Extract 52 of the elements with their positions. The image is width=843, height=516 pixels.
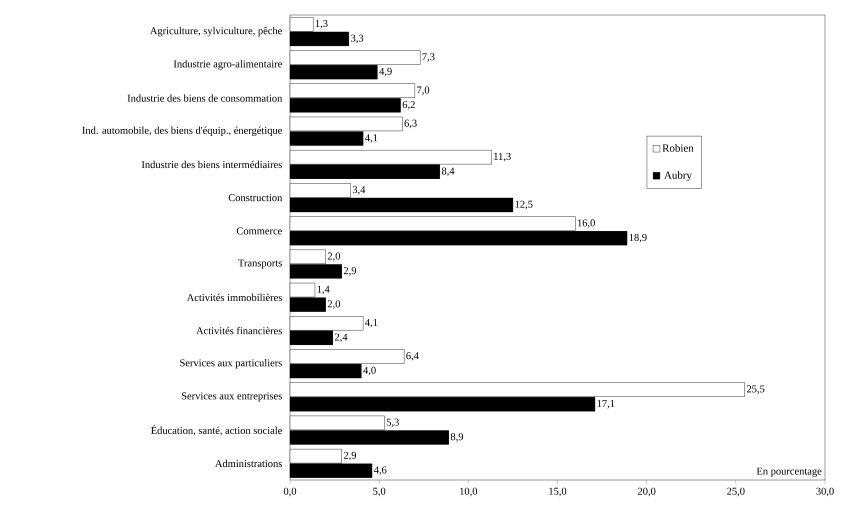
data-label: 17,1 [598,400,614,409]
data-label: 8,9 [450,433,464,442]
data-label: 2,9 [344,452,356,460]
y-tick-label: Industrie des biens intermédiaires [142,160,282,168]
y-tick-label: Administrations [215,460,282,468]
x-tick-label: 10,0 [460,488,478,496]
y-tick-label: Transports [238,260,282,269]
y-tick-label: Industrie des biens de consommation [128,94,282,102]
x-tick-label: 0,0 [284,488,296,496]
data-label: 1,3 [316,20,328,29]
data-label: 18,9 [630,234,647,242]
data-label: 6,3 [404,120,417,128]
data-label: 2,0 [328,252,340,262]
data-label: 25,5 [746,385,764,394]
data-label: 4,0 [363,366,376,376]
data-label: 3,4 [352,186,366,195]
data-label: 3,3 [351,34,364,44]
y-tick-label: Éducation, santé, action sociale [151,424,282,436]
y-tick-label: Ind. automobile, des biens d'équip., énergétique [82,126,282,136]
y-tick-label: Services aux entreprises [182,392,282,402]
y-tick-label: Services aux particuliers [180,359,282,368]
data-label: 2,0 [328,300,340,309]
y-tick-label: Agriculture, sylviculture, pêche [150,26,282,36]
y-tick-label: Construction [228,194,282,202]
data-label: 6,2 [402,101,415,110]
y-tick-label: Activités immobilières [186,294,282,302]
data-label: 4,6 [374,466,386,475]
data-label: 4,9 [379,68,392,76]
y-tick-label: Activités financières [196,326,282,334]
x-tick-label: 25,0 [727,488,745,496]
annotation: En pourcentage [756,468,822,477]
x-tick-label: 30,0 [816,488,834,496]
legend-label: Aubry [664,171,692,182]
data-label: 7,0 [417,86,430,96]
legend-label: Robien [662,144,694,152]
data-label: 7,3 [422,53,435,62]
data-label: 16,0 [578,219,595,228]
data-label: 4,1 [365,318,378,328]
x-tick-label: 15,0 [549,488,566,496]
data-label: 2,9 [344,267,356,276]
data-label: 6,4 [406,352,419,361]
data-label: 11,3 [494,152,511,162]
data-label: 2,4 [334,334,348,342]
data-label: 8,4 [442,167,454,176]
data-label: 1,4 [318,286,330,294]
data-label: 12,5 [516,200,533,210]
x-tick-label: 20,0 [638,488,656,496]
data-label: 4,1 [365,134,378,143]
x-tick-label: 5,0 [373,488,386,496]
y-tick-label: Commerce [236,227,282,234]
data-label: 5,3 [386,418,399,428]
y-tick-label: Industrie agro-alimentaire [174,60,282,70]
